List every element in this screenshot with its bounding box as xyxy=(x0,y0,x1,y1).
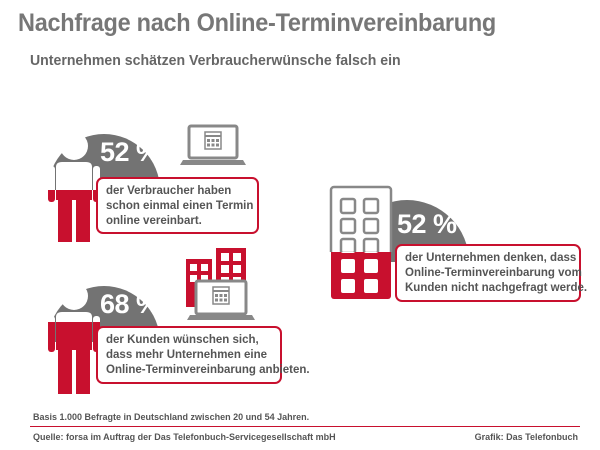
stat-1-text-line: schon einmal einen Termin xyxy=(106,200,254,212)
stat-3-text-line: der Unternehmen denken, dass xyxy=(405,252,577,264)
source-note: Quelle: forsa im Auftrag der Das Telefon… xyxy=(33,432,336,442)
stat-1-text-line: der Verbraucher haben xyxy=(106,185,232,197)
stat-3-textbox: der Unternehmen denken, dass Online-Term… xyxy=(395,244,588,302)
stat-3-percent: 52 % xyxy=(397,209,457,239)
page-title: Nachfrage nach Online-Terminvereinbarung xyxy=(18,9,496,37)
stat-2-text-line: dass mehr Unternehmen eine xyxy=(106,349,268,361)
stat-1-textbox: der Verbraucher haben schon einmal einen… xyxy=(96,177,259,234)
graphic-credit: Grafik: Das Telefonbuch xyxy=(474,432,578,442)
stat-3-text-line: Online-Terminvereinbarung vom xyxy=(405,267,582,279)
laptop-calendar-icon xyxy=(187,279,255,320)
stat-2-percent: 68 % xyxy=(100,289,160,319)
stat-2-text-line: der Kunden wünschen sich, xyxy=(106,334,259,346)
page-subtitle: Unternehmen schätzen Verbraucherwünsche … xyxy=(30,52,401,69)
laptop-calendar-icon xyxy=(180,124,246,165)
stat-3-text-line: Kunden nicht nachgefragt werde. xyxy=(405,282,588,294)
person-icon xyxy=(48,132,100,242)
stat-2-text-line: Online-Terminvereinbarung anbieten. xyxy=(106,364,310,376)
building-icon xyxy=(329,185,393,299)
footer-divider xyxy=(30,426,580,427)
stat-2-textbox: der Kunden wünschen sich, dass mehr Unte… xyxy=(96,326,310,384)
stat-1-percent: 52 % xyxy=(100,137,160,167)
stat-1-text-line: online vereinbart. xyxy=(106,215,202,227)
person-icon xyxy=(48,282,100,394)
basis-note: Basis 1.000 Befragte in Deutschland zwis… xyxy=(33,412,310,422)
stat-1-circle-group xyxy=(48,132,160,242)
